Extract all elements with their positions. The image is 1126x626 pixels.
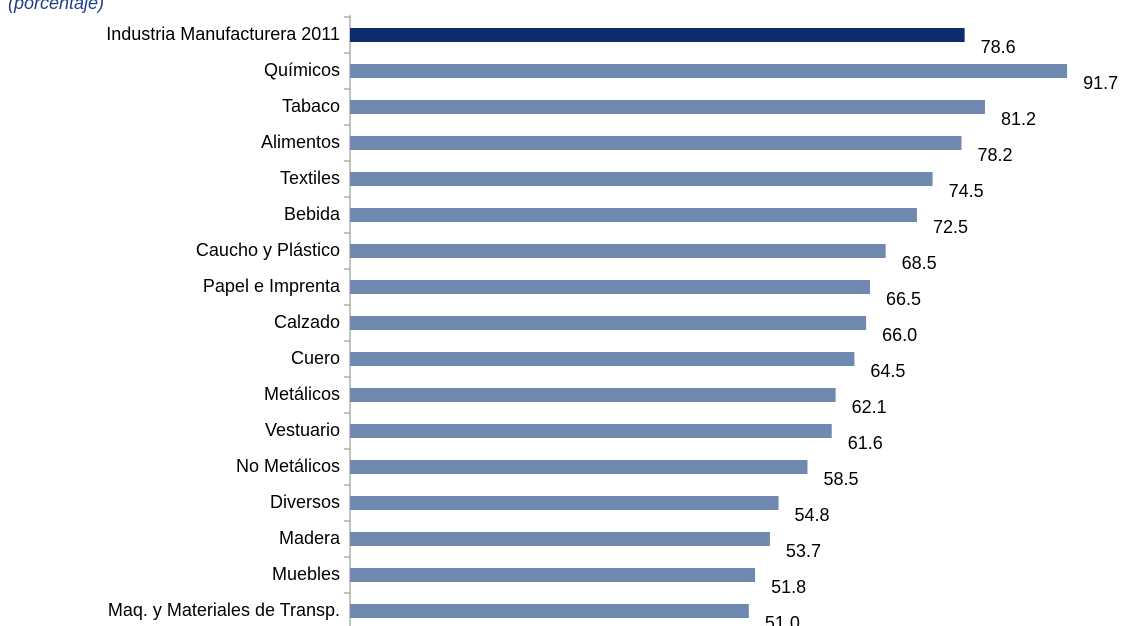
value-label: 72.5 <box>933 217 968 237</box>
category-label: Maq. y Materiales de Transp. <box>108 600 340 620</box>
bar <box>350 100 985 114</box>
category-label: Industria Manufacturera 2011 <box>106 24 340 44</box>
bar <box>350 424 832 438</box>
category-label: Metálicos <box>264 384 340 404</box>
category-label: Calzado <box>274 312 340 332</box>
category-label: Diversos <box>270 492 340 512</box>
bar <box>350 604 749 618</box>
category-label: Papel e Imprenta <box>203 276 341 296</box>
bar <box>350 568 756 582</box>
bar <box>350 388 836 402</box>
value-label: 62.1 <box>852 397 887 417</box>
value-label: 74.5 <box>949 181 984 201</box>
value-label: 78.6 <box>981 37 1016 57</box>
bar <box>350 460 808 474</box>
bar <box>350 316 867 330</box>
bar <box>350 496 779 510</box>
value-label: 54.8 <box>795 505 830 525</box>
value-label: 66.5 <box>886 289 921 309</box>
bar <box>350 280 871 294</box>
value-label: 51.8 <box>771 577 806 597</box>
bar <box>350 136 962 150</box>
category-label: No Metálicos <box>236 456 340 476</box>
category-label: Vestuario <box>265 420 340 440</box>
value-label: 91.7 <box>1083 73 1118 93</box>
category-label: Químicos <box>264 60 340 80</box>
bar <box>350 172 933 186</box>
bar <box>350 532 770 546</box>
value-label: 68.5 <box>902 253 937 273</box>
value-label: 53.7 <box>786 541 821 561</box>
category-label: Cuero <box>291 348 340 368</box>
bar <box>350 352 855 366</box>
chart-subtitle: (porcentaje) <box>8 0 104 13</box>
bar <box>350 28 965 42</box>
value-label: 78.2 <box>978 145 1013 165</box>
value-label: 66.0 <box>882 325 917 345</box>
value-label: 51.0 <box>765 613 800 626</box>
category-label: Textiles <box>280 168 340 188</box>
value-label: 81.2 <box>1001 109 1036 129</box>
value-label: 61.6 <box>848 433 883 453</box>
category-label: Madera <box>279 528 341 548</box>
category-label: Tabaco <box>282 96 340 116</box>
value-label: 64.5 <box>870 361 905 381</box>
category-label: Caucho y Plástico <box>196 240 340 260</box>
category-label: Alimentos <box>261 132 340 152</box>
value-label: 58.5 <box>823 469 858 489</box>
category-label: Muebles <box>272 564 340 584</box>
bar <box>350 64 1068 78</box>
category-label: Bebida <box>284 204 341 224</box>
bar <box>350 244 886 258</box>
bar <box>350 208 917 222</box>
